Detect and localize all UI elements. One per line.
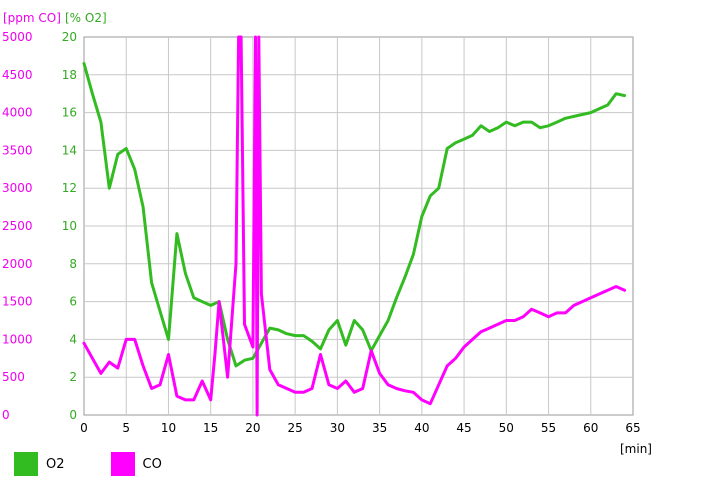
o2-tick-label: 16	[62, 106, 77, 120]
x-tick-label: 30	[330, 421, 345, 435]
co-tick-label: 3500	[2, 143, 33, 157]
co-tick-label: 2000	[2, 257, 33, 271]
series-line-o2	[82, 62, 627, 368]
x-tick-label: 65	[625, 421, 640, 435]
x-tick-label: 45	[456, 421, 471, 435]
co-tick-label: 5000	[2, 30, 33, 44]
x-tick-label: 10	[161, 421, 176, 435]
co-tick-label: 4000	[2, 106, 33, 120]
o2-tick-label: 8	[69, 257, 77, 271]
x-tick-label: 15	[203, 421, 218, 435]
axes: [ppm CO] [% O2] [min] 0 5 10 15 20 25 30 35 40 45…	[2, 11, 652, 456]
legend-label-co: CO	[142, 456, 162, 472]
o2-tick-label: 10	[62, 219, 77, 233]
x-tick-label: 40	[414, 421, 429, 435]
series-group	[82, 35, 627, 417]
co-tick-label: 4500	[2, 68, 33, 82]
o2-tick-label: 6	[69, 295, 77, 309]
x-tick-label: 50	[499, 421, 514, 435]
co-tick-label: 1000	[2, 332, 33, 346]
legend-swatch-o2	[14, 452, 38, 476]
grid	[84, 37, 633, 415]
x-tick-label: 25	[288, 421, 303, 435]
o2-tick-label: 14	[62, 143, 77, 157]
co-tick-label: 3000	[2, 181, 33, 195]
x-tick-label: 55	[541, 421, 556, 435]
legend-item-co: CO	[110, 452, 162, 476]
co-tick-label: 500	[2, 370, 25, 384]
series-line-co	[82, 35, 627, 417]
o2-tick-label: 4	[69, 332, 77, 346]
o2-tick-label: 0	[69, 408, 77, 422]
legend-swatch-co	[110, 452, 135, 476]
legend-label-o2: O2	[46, 456, 65, 472]
co-tick-label: 1500	[2, 295, 33, 309]
x-tick-label: 5	[122, 421, 130, 435]
legend: O2 CO	[14, 452, 162, 476]
x-tick-label: 60	[583, 421, 598, 435]
co-axis-label: [ppm CO]	[3, 11, 61, 25]
x-tick-label: 0	[80, 421, 88, 435]
o2-tick-label: 2	[69, 370, 77, 384]
x-tick-label: 20	[245, 421, 260, 435]
o2-tick-label: 12	[62, 181, 77, 195]
o2-tick-label: 18	[62, 68, 77, 82]
o2-tick-label: 20	[62, 30, 77, 44]
co-tick-label: 0	[2, 408, 10, 422]
o2-axis-label: [% O2]	[65, 11, 107, 25]
legend-item-o2: O2	[14, 452, 65, 476]
co-tick-label: 2500	[2, 219, 33, 233]
x-tick-label: 35	[372, 421, 387, 435]
x-axis-label: [min]	[620, 442, 652, 456]
